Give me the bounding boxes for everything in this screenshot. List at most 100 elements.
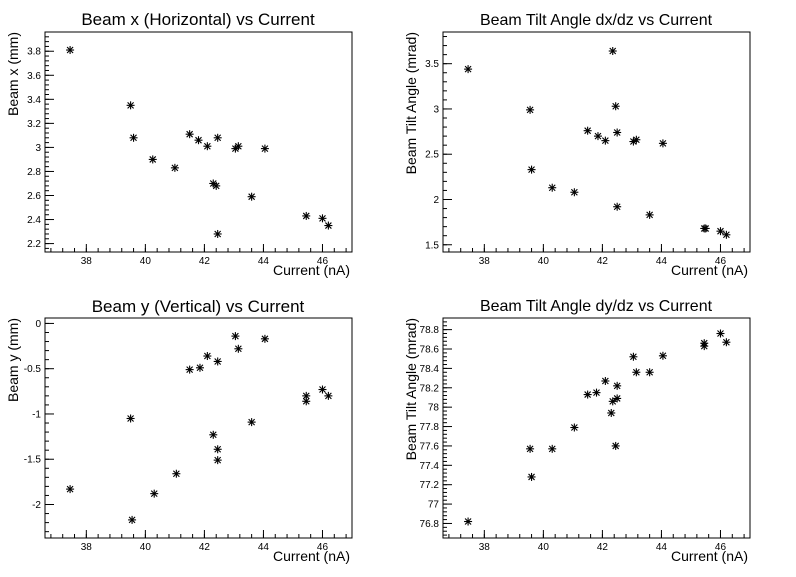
data-point [570, 423, 579, 432]
data-point [608, 397, 617, 406]
y-tick-label: 77.2 [420, 480, 440, 491]
data-point [613, 128, 622, 137]
data-point [66, 46, 75, 55]
data-point [318, 385, 327, 394]
x-tick-label: 42 [199, 256, 211, 267]
data-point [195, 363, 204, 372]
x-axis-label: Current (nA) [273, 548, 350, 564]
plot-frame [442, 31, 751, 253]
y-tick-label: 77.4 [420, 461, 440, 472]
data-point [583, 390, 592, 399]
x-tick-label: 38 [479, 256, 491, 267]
data-point [629, 352, 638, 361]
data-point [716, 227, 725, 236]
y-tick-label: 3 [35, 143, 41, 154]
data-point [209, 430, 218, 439]
y-tick-label: 78.2 [420, 383, 440, 394]
x-tick-label: 38 [81, 256, 93, 267]
data-point [645, 368, 654, 377]
y-tick-label: 3.4 [27, 95, 41, 106]
y-tick-label: 78.8 [420, 325, 440, 336]
data-point [247, 418, 256, 427]
data-point [527, 165, 536, 174]
data-point [658, 139, 667, 148]
data-point [318, 214, 327, 223]
data-point [234, 344, 243, 353]
y-tick-label: -1.5 [24, 455, 42, 466]
x-axis-label: Current (nA) [671, 548, 748, 564]
y-tick-label: 76.8 [420, 519, 440, 530]
x-axis-label: Current (nA) [671, 262, 748, 278]
y-tick-label: 0 [35, 319, 41, 330]
chart-title: Beam y (Vertical) vs Current [92, 297, 305, 316]
data-point [632, 368, 641, 377]
data-point [126, 101, 135, 110]
data-point [150, 489, 159, 498]
y-tick-label: 3.2 [27, 119, 41, 130]
x-tick-label: 46 [715, 542, 727, 553]
data-point [66, 485, 75, 494]
data-point [613, 394, 622, 403]
data-point [526, 105, 535, 114]
x-tick-label: 38 [81, 542, 93, 553]
data-point [527, 472, 536, 481]
y-tick-label: -0.5 [24, 364, 42, 375]
data-point [324, 391, 333, 400]
data-point [464, 517, 473, 526]
y-tick-label: 2.6 [27, 191, 41, 202]
y-tick-label: 3.6 [27, 71, 41, 82]
data-point [126, 414, 135, 423]
data-point [548, 444, 557, 453]
data-point [185, 365, 194, 374]
x-tick-label: 40 [538, 256, 550, 267]
data-point [632, 135, 641, 144]
data-point [722, 338, 731, 347]
data-point [302, 391, 311, 400]
x-tick-label: 42 [597, 256, 609, 267]
data-point [613, 202, 622, 211]
y-tick-label: 3.5 [425, 59, 439, 70]
data-point [170, 163, 179, 172]
y-tick-label: 2 [433, 195, 439, 206]
x-tick-label: 44 [656, 256, 668, 267]
y-tick-label: 77.6 [420, 441, 440, 452]
x-tick-label: 44 [258, 542, 270, 553]
x-tick-label: 46 [715, 256, 727, 267]
data-point [570, 188, 579, 197]
data-point [203, 142, 212, 151]
y-axis-label: Beam y (mm) [5, 318, 21, 402]
data-point [203, 352, 212, 361]
data-point [213, 133, 222, 142]
y-tick-label: 78 [428, 403, 440, 414]
plot-panel-3: Beam y (Vertical) vs Current Current (nA)… [5, 297, 353, 564]
data-point [722, 230, 731, 239]
data-point [464, 65, 473, 74]
data-point [213, 229, 222, 238]
data-point [129, 133, 138, 142]
data-point [194, 136, 203, 145]
data-point [260, 334, 269, 343]
data-point [260, 144, 269, 153]
data-point [172, 469, 181, 478]
y-tick-label: 78.6 [420, 345, 440, 356]
x-tick-label: 40 [140, 542, 152, 553]
x-tick-label: 46 [317, 542, 329, 553]
plot-panel-1: Beam x (Horizontal) vs Current Current (n… [5, 10, 353, 278]
data-point [607, 408, 616, 417]
data-point [234, 142, 243, 151]
data-point [302, 211, 311, 220]
data-point [247, 192, 256, 201]
y-axis-label: Beam Tilt Angle (mrad) [403, 318, 419, 460]
data-point [611, 102, 620, 111]
x-tick-label: 44 [656, 542, 668, 553]
chart-title: Beam Tilt Angle dy/dz vs Current [480, 298, 713, 315]
plot-panel-2: Beam Tilt Angle dx/dz vs Current Current … [403, 12, 751, 278]
chart-title: Beam x (Horizontal) vs Current [81, 10, 315, 29]
plot-frame [44, 31, 353, 253]
data-point [701, 224, 710, 233]
x-tick-label: 42 [597, 542, 609, 553]
data-point [213, 456, 222, 465]
data-point [645, 210, 654, 219]
data-point [185, 130, 194, 139]
data-point [212, 181, 221, 190]
